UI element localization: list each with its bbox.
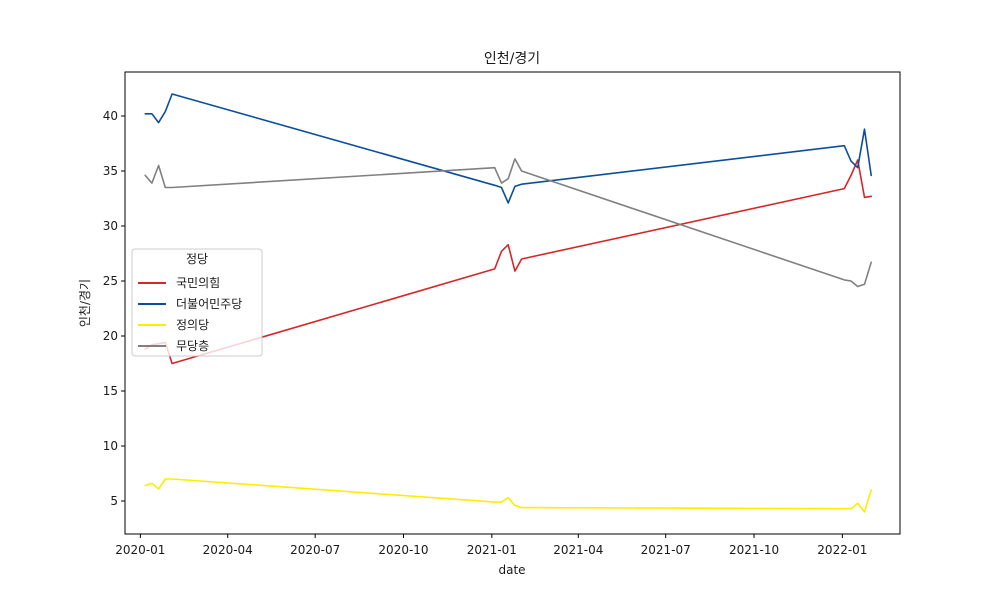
x-axis: 2020-01 2020-04 2020-07 2020-10 2021-01 2021-… [115, 534, 867, 557]
y-tick-label: 15 [103, 384, 118, 398]
legend-box [131, 248, 263, 357]
x-tick-label: 2020-04 [203, 543, 253, 557]
x-tick-label: 2021-04 [553, 543, 603, 557]
x-tick-label: 2020-10 [378, 543, 428, 557]
x-tick-label: 2020-01 [115, 543, 165, 557]
chart-title: 인천/경기 [484, 51, 540, 67]
legend-title: 정당 [186, 252, 208, 266]
y-tick-label: 40 [103, 109, 118, 123]
y-tick-label: 5 [110, 494, 118, 508]
series-line-3 [144, 478, 873, 513]
y-tick-label: 25 [103, 274, 118, 288]
series-line-4 [144, 158, 873, 288]
y-tick-label: 10 [103, 439, 118, 453]
y-axis-label: 인천/경기 [77, 279, 92, 327]
y-axis: 5 10 15 20 25 30 35 40 [103, 109, 125, 508]
y-tick-label: 30 [103, 219, 118, 233]
x-tick-label: 2020-07 [290, 543, 340, 557]
x-tick-label: 2021-10 [729, 543, 779, 557]
plot-area [124, 71, 901, 535]
legend-label: 더불어민주당 [176, 297, 242, 311]
legend-label: 국민의힘 [176, 276, 220, 290]
series-lines [144, 93, 873, 513]
legend-label: 무당층 [176, 339, 209, 353]
legend-label: 정의당 [176, 318, 209, 332]
y-tick-label: 20 [103, 329, 118, 343]
y-tick-label: 35 [103, 164, 118, 178]
series-line-2 [144, 93, 873, 204]
x-tick-label: 2022-01 [817, 543, 867, 557]
x-axis-label: date [498, 563, 525, 577]
x-tick-label: 2021-01 [467, 543, 517, 557]
x-tick-label: 2021-07 [641, 543, 691, 557]
